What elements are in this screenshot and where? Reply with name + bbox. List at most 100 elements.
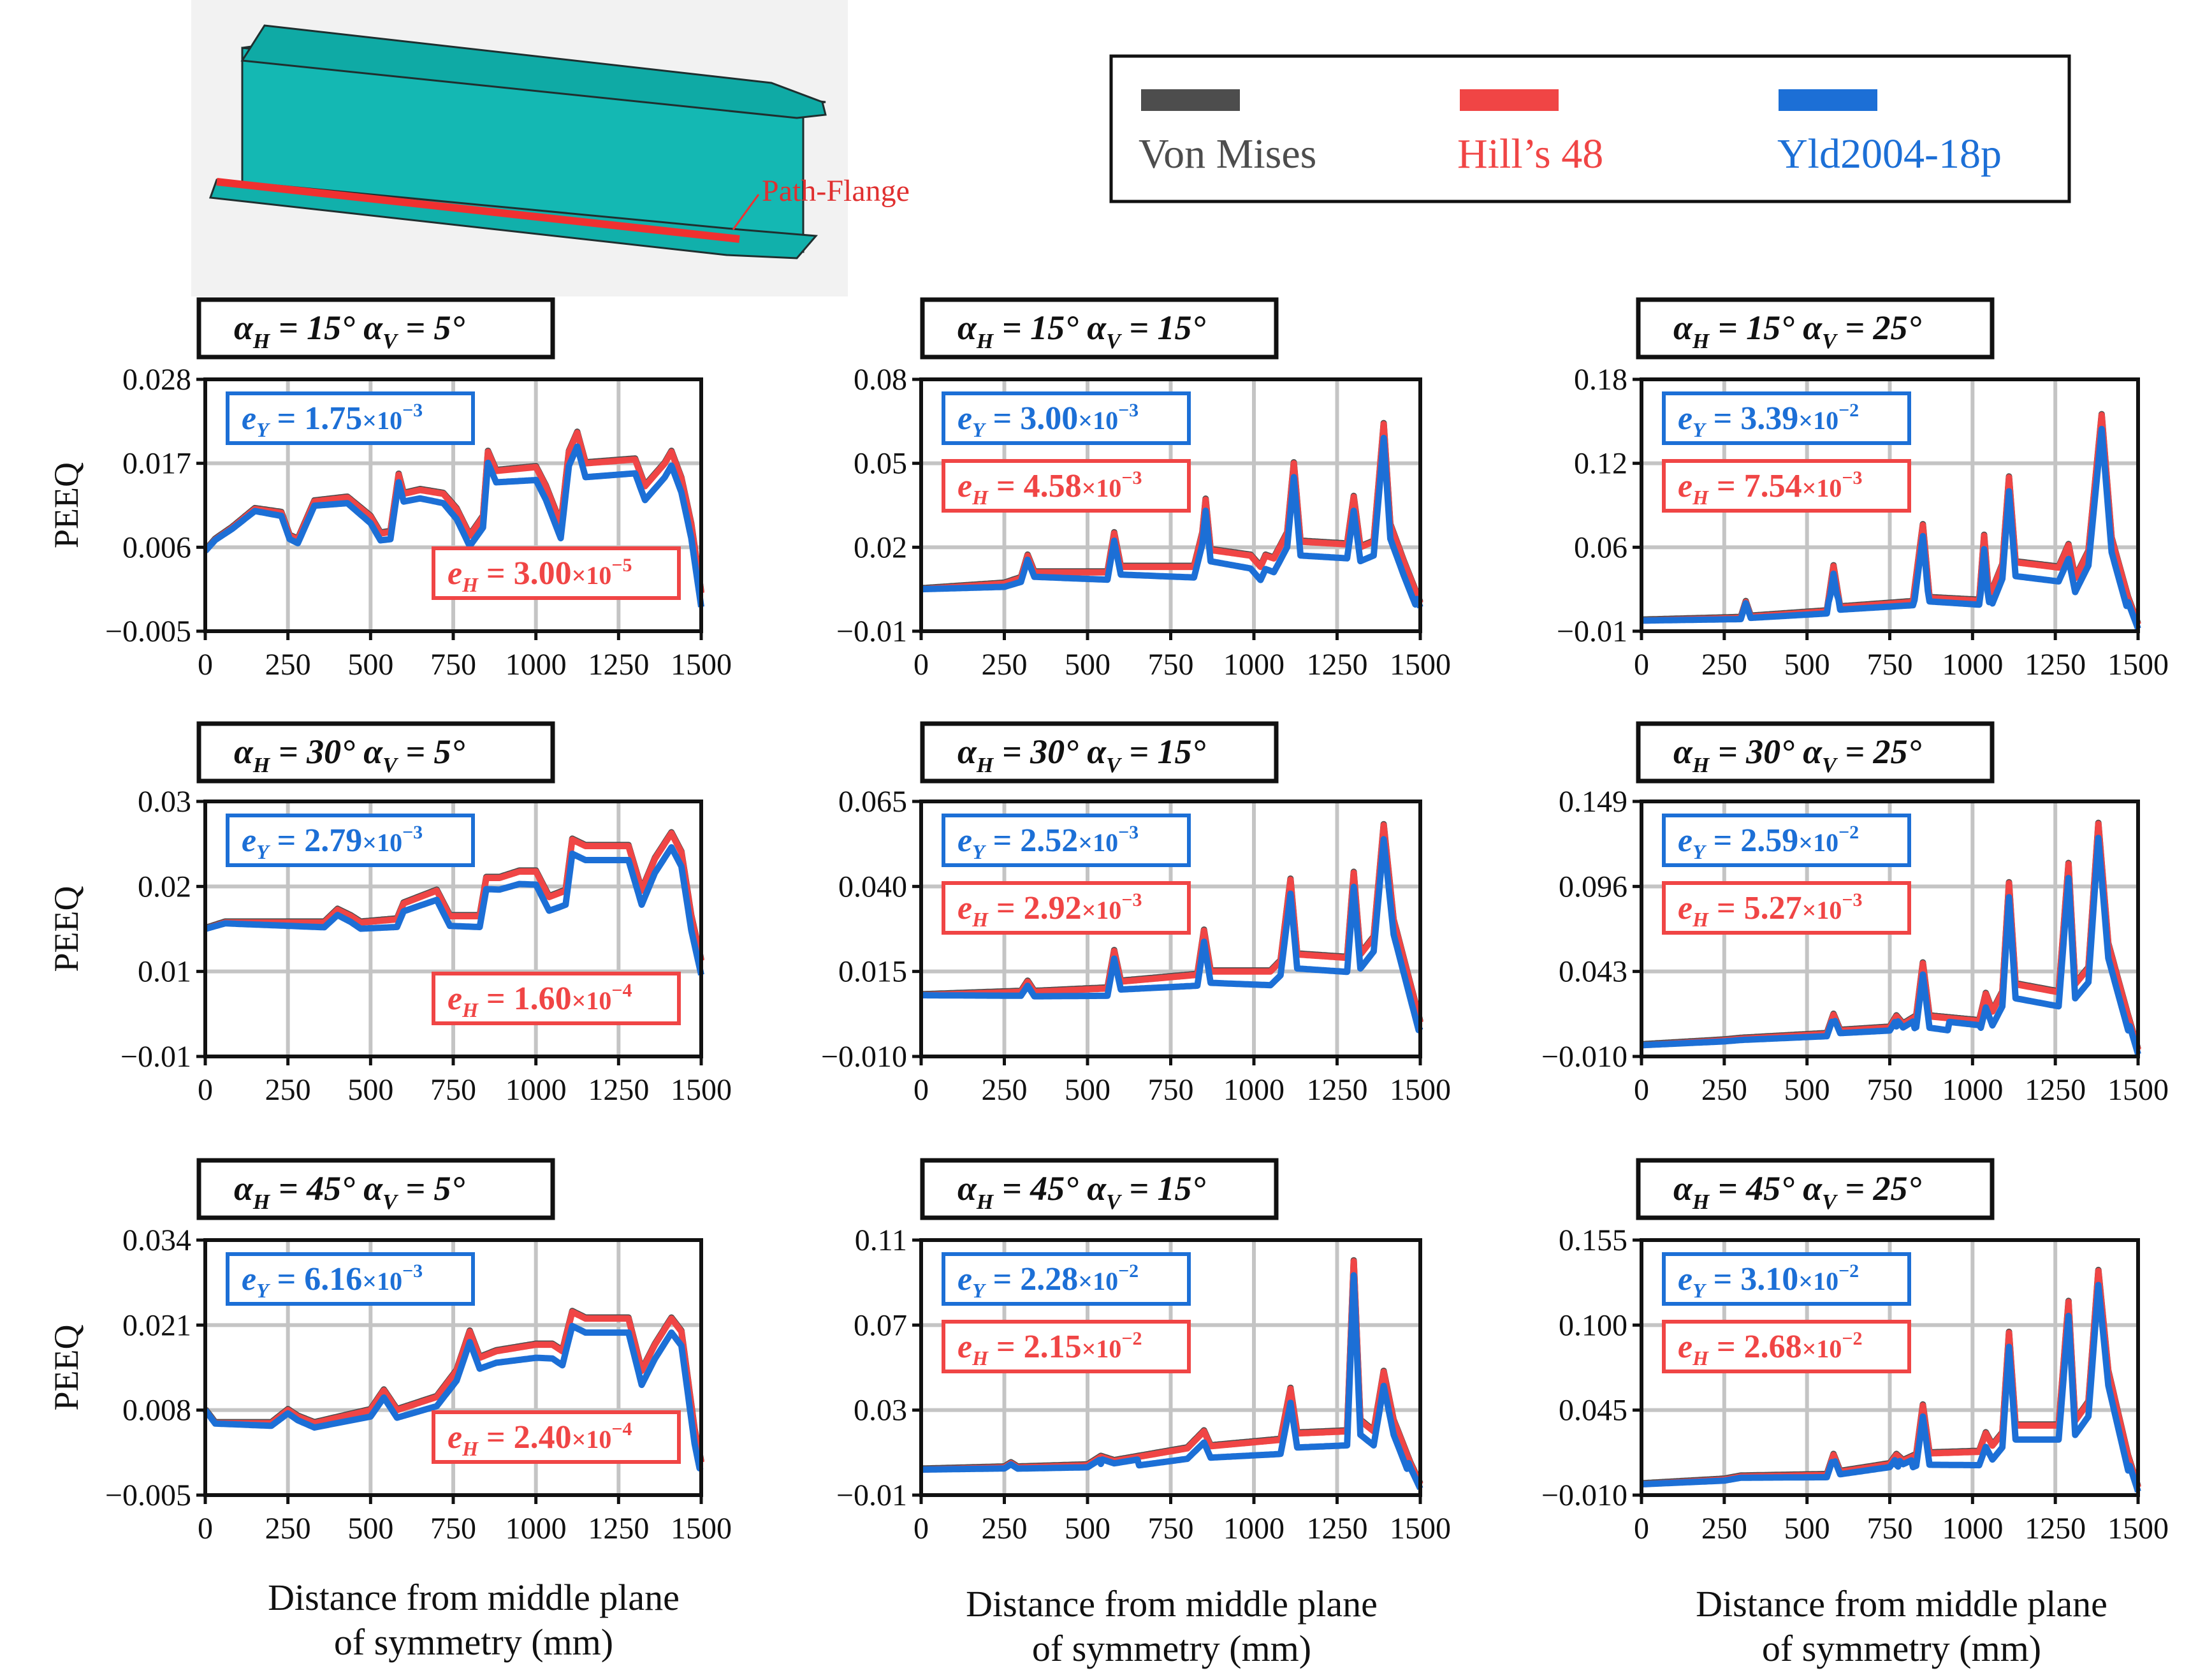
alpha-h-symbol: α bbox=[1673, 309, 1693, 347]
y-tick-label: 0.11 bbox=[855, 1223, 907, 1257]
error-hill-text: eH = 7.54×10−3 bbox=[1678, 467, 1863, 509]
panel-title-box bbox=[196, 721, 555, 784]
panel-title: αH = 30° αV = 25° bbox=[1673, 733, 1922, 777]
x-tick-label: 1000 bbox=[506, 1073, 567, 1107]
panel-title: αH = 45° αV = 15° bbox=[957, 1169, 1206, 1214]
error-yld-mantissa: = 3.39 bbox=[1705, 400, 1799, 437]
y-tick-label: 0.07 bbox=[854, 1308, 907, 1342]
alpha-v-subscript: V bbox=[1822, 1190, 1838, 1214]
x-tick-label: 1250 bbox=[588, 1512, 649, 1545]
x-tick-label: 1250 bbox=[1307, 648, 1368, 682]
alpha-v-subscript: V bbox=[1822, 754, 1838, 777]
y-tick-label: −0.01 bbox=[836, 615, 907, 648]
alpha-h-symbol: α bbox=[957, 733, 977, 771]
error-hill-box bbox=[1662, 881, 1911, 935]
error-hill-base: ×10 bbox=[572, 986, 612, 1015]
y-tick-label: 0.02 bbox=[854, 530, 907, 564]
error-hill-base: ×10 bbox=[1802, 474, 1842, 502]
alpha-v-value: = 5° bbox=[397, 1169, 465, 1208]
alpha-v-subscript: V bbox=[1106, 1190, 1122, 1214]
error-yld-mantissa: = 3.10 bbox=[1705, 1261, 1799, 1297]
x-tick-label: 0 bbox=[913, 648, 929, 682]
legend-box bbox=[1109, 54, 2071, 203]
x-tick-label: 250 bbox=[1701, 648, 1747, 682]
error-hill-box bbox=[942, 459, 1191, 513]
x-tick-label: 500 bbox=[347, 1512, 393, 1545]
panel-3: αH = 15° αV = 25°0.180.120.06−0.010 250 50… bbox=[1557, 297, 2169, 682]
x-tick-label: 1500 bbox=[2107, 1073, 2169, 1107]
x-tick-label: 500 bbox=[1784, 648, 1830, 682]
error-hill-base: ×10 bbox=[1802, 1334, 1842, 1363]
curve-yld2004 bbox=[202, 1322, 704, 1472]
x-tick-label: 1500 bbox=[1390, 1512, 1451, 1545]
x-tick-label: 500 bbox=[1065, 648, 1110, 682]
x-tick-label: 1250 bbox=[1307, 1512, 1368, 1545]
alpha-v-symbol: α bbox=[355, 1169, 384, 1208]
error-hill-symbol: e bbox=[957, 468, 972, 504]
x-tick-label: 0 bbox=[198, 1073, 213, 1107]
path-flange-line bbox=[216, 178, 740, 243]
error-yld-exponent: −3 bbox=[402, 1260, 423, 1282]
error-hill-base: ×10 bbox=[1802, 896, 1842, 924]
x-tick-label: 250 bbox=[265, 648, 311, 682]
alpha-v-value: = 15° bbox=[1121, 1169, 1206, 1208]
error-hill-subscript: H bbox=[1692, 908, 1709, 931]
panel-title-box bbox=[1636, 297, 1995, 360]
alpha-h-value: = 15° bbox=[993, 309, 1079, 347]
panel-title: αH = 15° αV = 15° bbox=[957, 309, 1206, 353]
curve-yld2004 bbox=[919, 836, 1423, 1034]
y-tick-label: 0.01 bbox=[138, 955, 191, 989]
alpha-v-value: = 25° bbox=[1837, 1169, 1922, 1208]
x-axis-label-col1-line1: Distance from middle plane bbox=[268, 1577, 680, 1618]
y-tick-label: 0.100 bbox=[1559, 1308, 1627, 1342]
error-hill-subscript: H bbox=[972, 908, 989, 931]
error-hill-mantissa: = 2.15 bbox=[988, 1329, 1082, 1365]
error-yld-base: ×10 bbox=[362, 406, 402, 435]
x-tick-label: 250 bbox=[982, 1512, 1028, 1545]
error-yld-base: ×10 bbox=[1078, 1267, 1118, 1296]
error-yld-text: eY = 3.39×10−2 bbox=[1678, 400, 1859, 441]
panel-title-box bbox=[1636, 721, 1995, 784]
x-tick-label: 1250 bbox=[2025, 1073, 2086, 1107]
panel-title: αH = 15° αV = 5° bbox=[234, 309, 465, 353]
alpha-v-symbol: α bbox=[1079, 1169, 1107, 1208]
error-hill-subscript: H bbox=[462, 998, 479, 1021]
error-yld-exponent: −3 bbox=[1118, 400, 1139, 421]
alpha-v-value: = 5° bbox=[397, 733, 465, 771]
error-yld-exponent: −3 bbox=[1118, 822, 1139, 843]
y-tick-label: 0.05 bbox=[854, 447, 907, 481]
alpha-h-subscript: H bbox=[1692, 1190, 1710, 1214]
error-yld-base: ×10 bbox=[1798, 1267, 1838, 1296]
alpha-h-symbol: α bbox=[957, 309, 977, 347]
error-yld-base: ×10 bbox=[1078, 406, 1118, 435]
legend-label-von-mises: Von Mises bbox=[1139, 131, 1316, 177]
x-axis-label-col1-line2: of symmetry (mm) bbox=[334, 1621, 613, 1663]
alpha-v-value: = 25° bbox=[1837, 733, 1922, 771]
alpha-h-value: = 45° bbox=[993, 1169, 1079, 1208]
x-tick-label: 500 bbox=[1784, 1073, 1830, 1107]
y-tick-label: 0.06 bbox=[1574, 530, 1627, 564]
alpha-h-value: = 45° bbox=[270, 1169, 355, 1208]
error-yld-exponent: −3 bbox=[402, 822, 423, 843]
error-yld-box bbox=[226, 391, 475, 445]
y-tick-label: −0.005 bbox=[105, 1479, 191, 1512]
alpha-h-value: = 30° bbox=[1709, 733, 1794, 771]
x-tick-label: 750 bbox=[430, 1073, 476, 1107]
curve-yld2004 bbox=[1640, 1282, 2141, 1493]
alpha-v-subscript: V bbox=[1106, 754, 1122, 777]
legend-swatch-von-mises bbox=[1141, 89, 1240, 111]
error-hill-box bbox=[432, 1410, 681, 1464]
error-yld-exponent: −3 bbox=[402, 400, 423, 421]
error-yld-symbol: e bbox=[242, 1261, 256, 1297]
error-yld-box bbox=[226, 1252, 475, 1306]
error-hill-exponent: −4 bbox=[611, 1419, 632, 1440]
error-hill-box bbox=[942, 1320, 1191, 1373]
alpha-h-subscript: H bbox=[1692, 330, 1710, 353]
y-axis-label: PEEQ bbox=[47, 462, 85, 548]
legend-swatch-hills48 bbox=[1460, 89, 1559, 111]
error-hill-text: eH = 1.60×10−4 bbox=[448, 980, 632, 1021]
error-hill-exponent: −4 bbox=[611, 980, 632, 1001]
y-tick-label: 0.045 bbox=[1559, 1394, 1627, 1428]
